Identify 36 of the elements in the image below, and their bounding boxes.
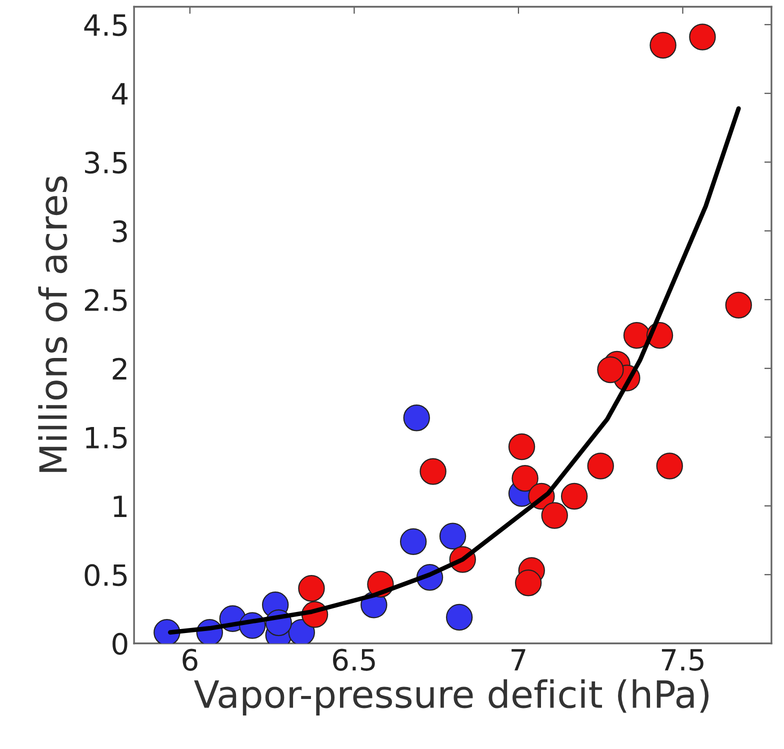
y-tick-label: 3 (112, 220, 127, 242)
point (420, 458, 446, 485)
x-tick-label: 7.5 (662, 649, 704, 671)
point (514, 570, 542, 596)
point (623, 322, 650, 349)
x-tick-label: 7 (512, 649, 526, 670)
point (298, 575, 325, 602)
point (512, 465, 538, 492)
point (689, 24, 716, 50)
point (446, 604, 473, 631)
y-tick-label: 0.5 (84, 564, 127, 586)
point (400, 528, 427, 555)
y-tick-label: 2 (112, 358, 126, 380)
x-tick-label: 6.5 (333, 648, 375, 671)
point (288, 619, 315, 644)
y-tick-label: 0 (112, 632, 128, 655)
x-axis-title: Vapor-pressure deficit (hPa) (194, 679, 709, 716)
y-tick-label: 1.5 (86, 426, 127, 449)
point (650, 32, 676, 59)
point (541, 502, 568, 529)
point (725, 292, 752, 318)
point (439, 522, 466, 550)
y-tick-label: 1 (114, 496, 127, 517)
point (508, 433, 536, 460)
point (560, 482, 588, 510)
y-tick-label: 4 (112, 83, 128, 104)
point (597, 356, 624, 384)
point (656, 452, 683, 480)
point (403, 404, 430, 432)
y-tick-label: 3.5 (85, 152, 127, 174)
y-tick-label: 4.5 (84, 14, 127, 36)
y-tick-label: 2.5 (84, 289, 127, 312)
point (587, 452, 614, 480)
x-tick-label: 6 (182, 648, 198, 671)
y-axis-title: Millions of acres (38, 176, 68, 472)
point (154, 619, 180, 644)
